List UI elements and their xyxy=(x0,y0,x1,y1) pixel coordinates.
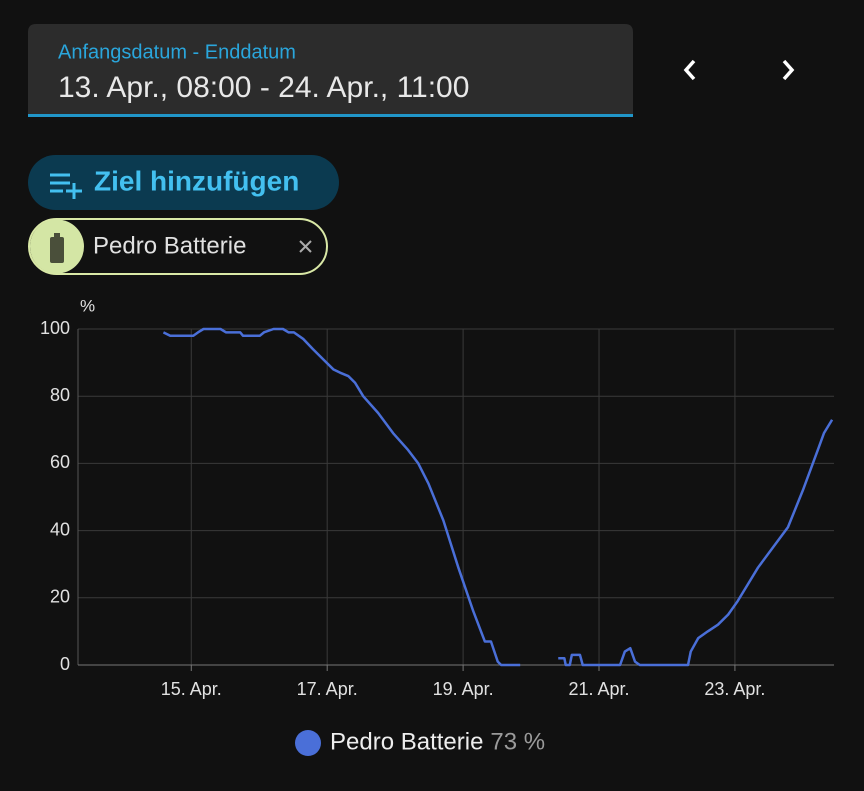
series-line xyxy=(162,327,834,667)
battery-icon xyxy=(50,237,64,263)
date-underline xyxy=(28,114,633,117)
legend-state: 73 % xyxy=(490,728,545,755)
add-icon xyxy=(50,173,82,199)
chip-bg[interactable] xyxy=(28,218,328,275)
x-tick-label: 19. Apr. xyxy=(433,679,494,699)
legend-marker xyxy=(295,730,321,756)
x-tick-label: 21. Apr. xyxy=(568,679,629,699)
y-tick-label: 40 xyxy=(50,519,70,539)
y-unit: % xyxy=(80,296,95,315)
date-field[interactable] xyxy=(28,24,633,117)
button-bg[interactable] xyxy=(28,155,339,210)
battery-tip xyxy=(54,233,60,237)
x-tick-label: 15. Apr. xyxy=(161,679,222,699)
target-chip[interactable]: Pedro Batterie xyxy=(28,218,328,275)
y-tick-label: 80 xyxy=(50,385,70,405)
y-tick-label: 0 xyxy=(60,654,70,674)
next-button[interactable] xyxy=(782,59,795,81)
x-tick-label: 23. Apr. xyxy=(704,679,765,699)
prev-button[interactable] xyxy=(683,59,696,81)
y-tick-label: 100 xyxy=(40,318,70,338)
chart: 0 20 40 60 80 100 15. Apr. 17. Apr. 19. Apr. 21. … xyxy=(40,318,834,756)
x-tick-label: 17. Apr. xyxy=(297,679,358,699)
date-value: 13. Apr., 08:00 - 24. Apr., 11:00 xyxy=(58,71,469,104)
y-tick-label: 60 xyxy=(50,452,70,472)
legend-label: Pedro Batterie xyxy=(330,728,483,755)
add-target-button[interactable]: Ziel hinzufügen xyxy=(28,155,339,210)
y-tick-label: 20 xyxy=(50,587,70,607)
date-picker[interactable]: Anfangsdatum - Enddatum 13. Apr., 08:00 … xyxy=(28,24,633,117)
chip-remove[interactable] xyxy=(299,240,312,253)
date-label: Anfangsdatum - Enddatum xyxy=(58,41,296,63)
button-label: Ziel hinzufügen xyxy=(94,165,299,196)
chip-label: Pedro Batterie xyxy=(93,232,246,259)
